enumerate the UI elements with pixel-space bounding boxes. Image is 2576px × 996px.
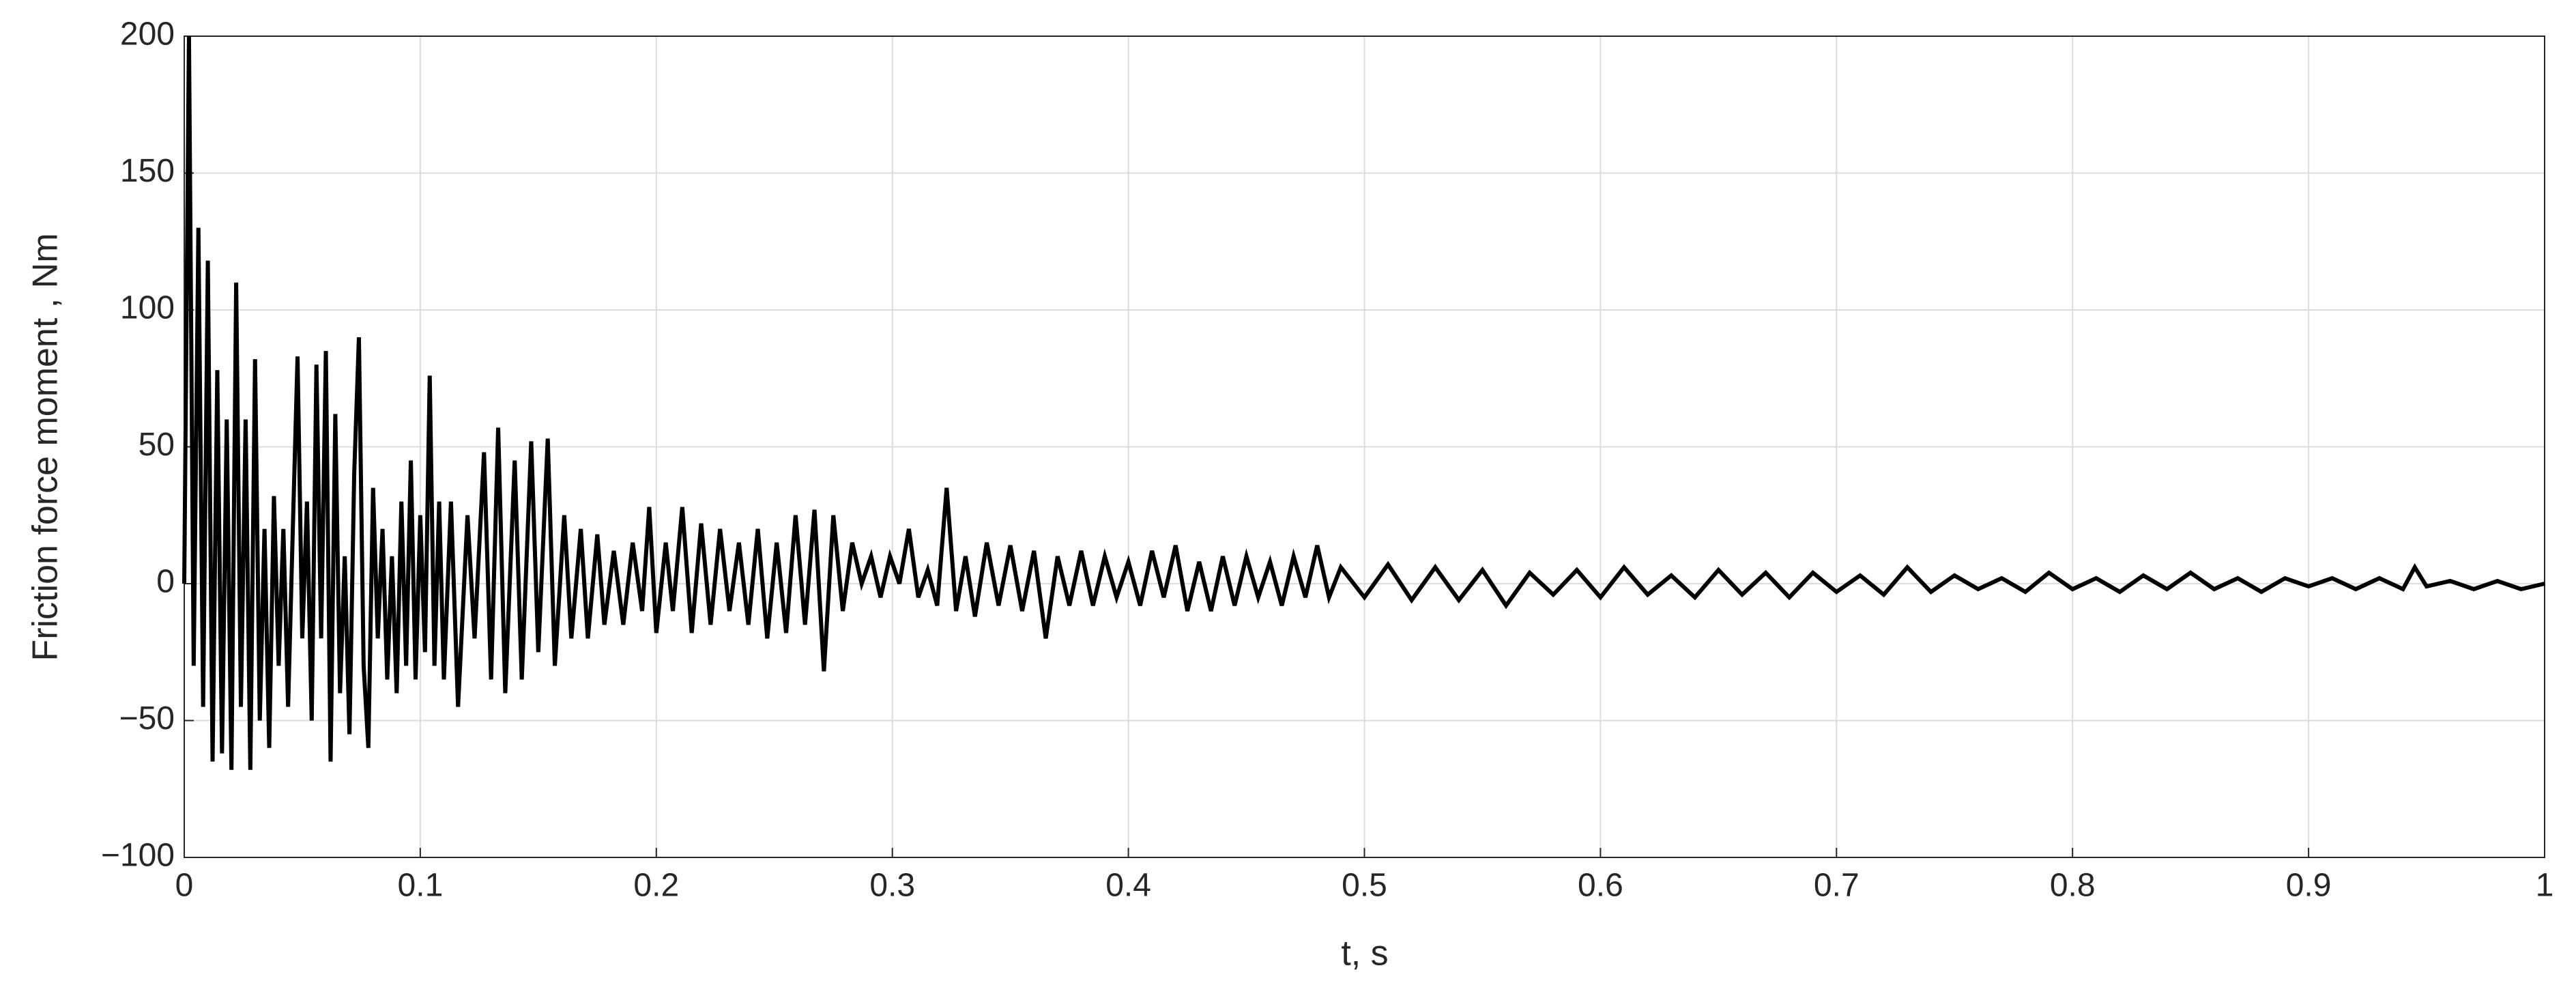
y-tick-label: −100: [101, 838, 175, 874]
x-tick-label: 1: [2536, 868, 2554, 904]
x-tick-label: 0.4: [1105, 868, 1151, 904]
y-tick-label: 150: [120, 153, 175, 189]
y-tick-label: 200: [120, 16, 175, 53]
x-tick-label: 0.7: [1814, 868, 1859, 904]
x-tick-label: 0.1: [398, 868, 444, 904]
x-tick-label: 0.2: [633, 868, 679, 904]
y-tick-label: −50: [119, 700, 175, 737]
x-tick-label: 0.9: [2286, 868, 2332, 904]
y-tick-label: 50: [139, 427, 175, 463]
x-axis-label: t, s: [1341, 934, 1388, 973]
x-tick-label: 0.8: [2050, 868, 2096, 904]
x-tick-label: 0: [175, 868, 194, 904]
x-tick-label: 0.5: [1342, 868, 1387, 904]
data-line: [182, 35, 2545, 770]
y-axis-label: Friction force moment , Nm: [26, 233, 66, 661]
y-tick-label: 100: [120, 290, 175, 326]
y-tick-label: 0: [156, 564, 175, 600]
x-tick-label: 0.6: [1578, 868, 1623, 904]
x-tick-label: 0.3: [869, 868, 915, 904]
